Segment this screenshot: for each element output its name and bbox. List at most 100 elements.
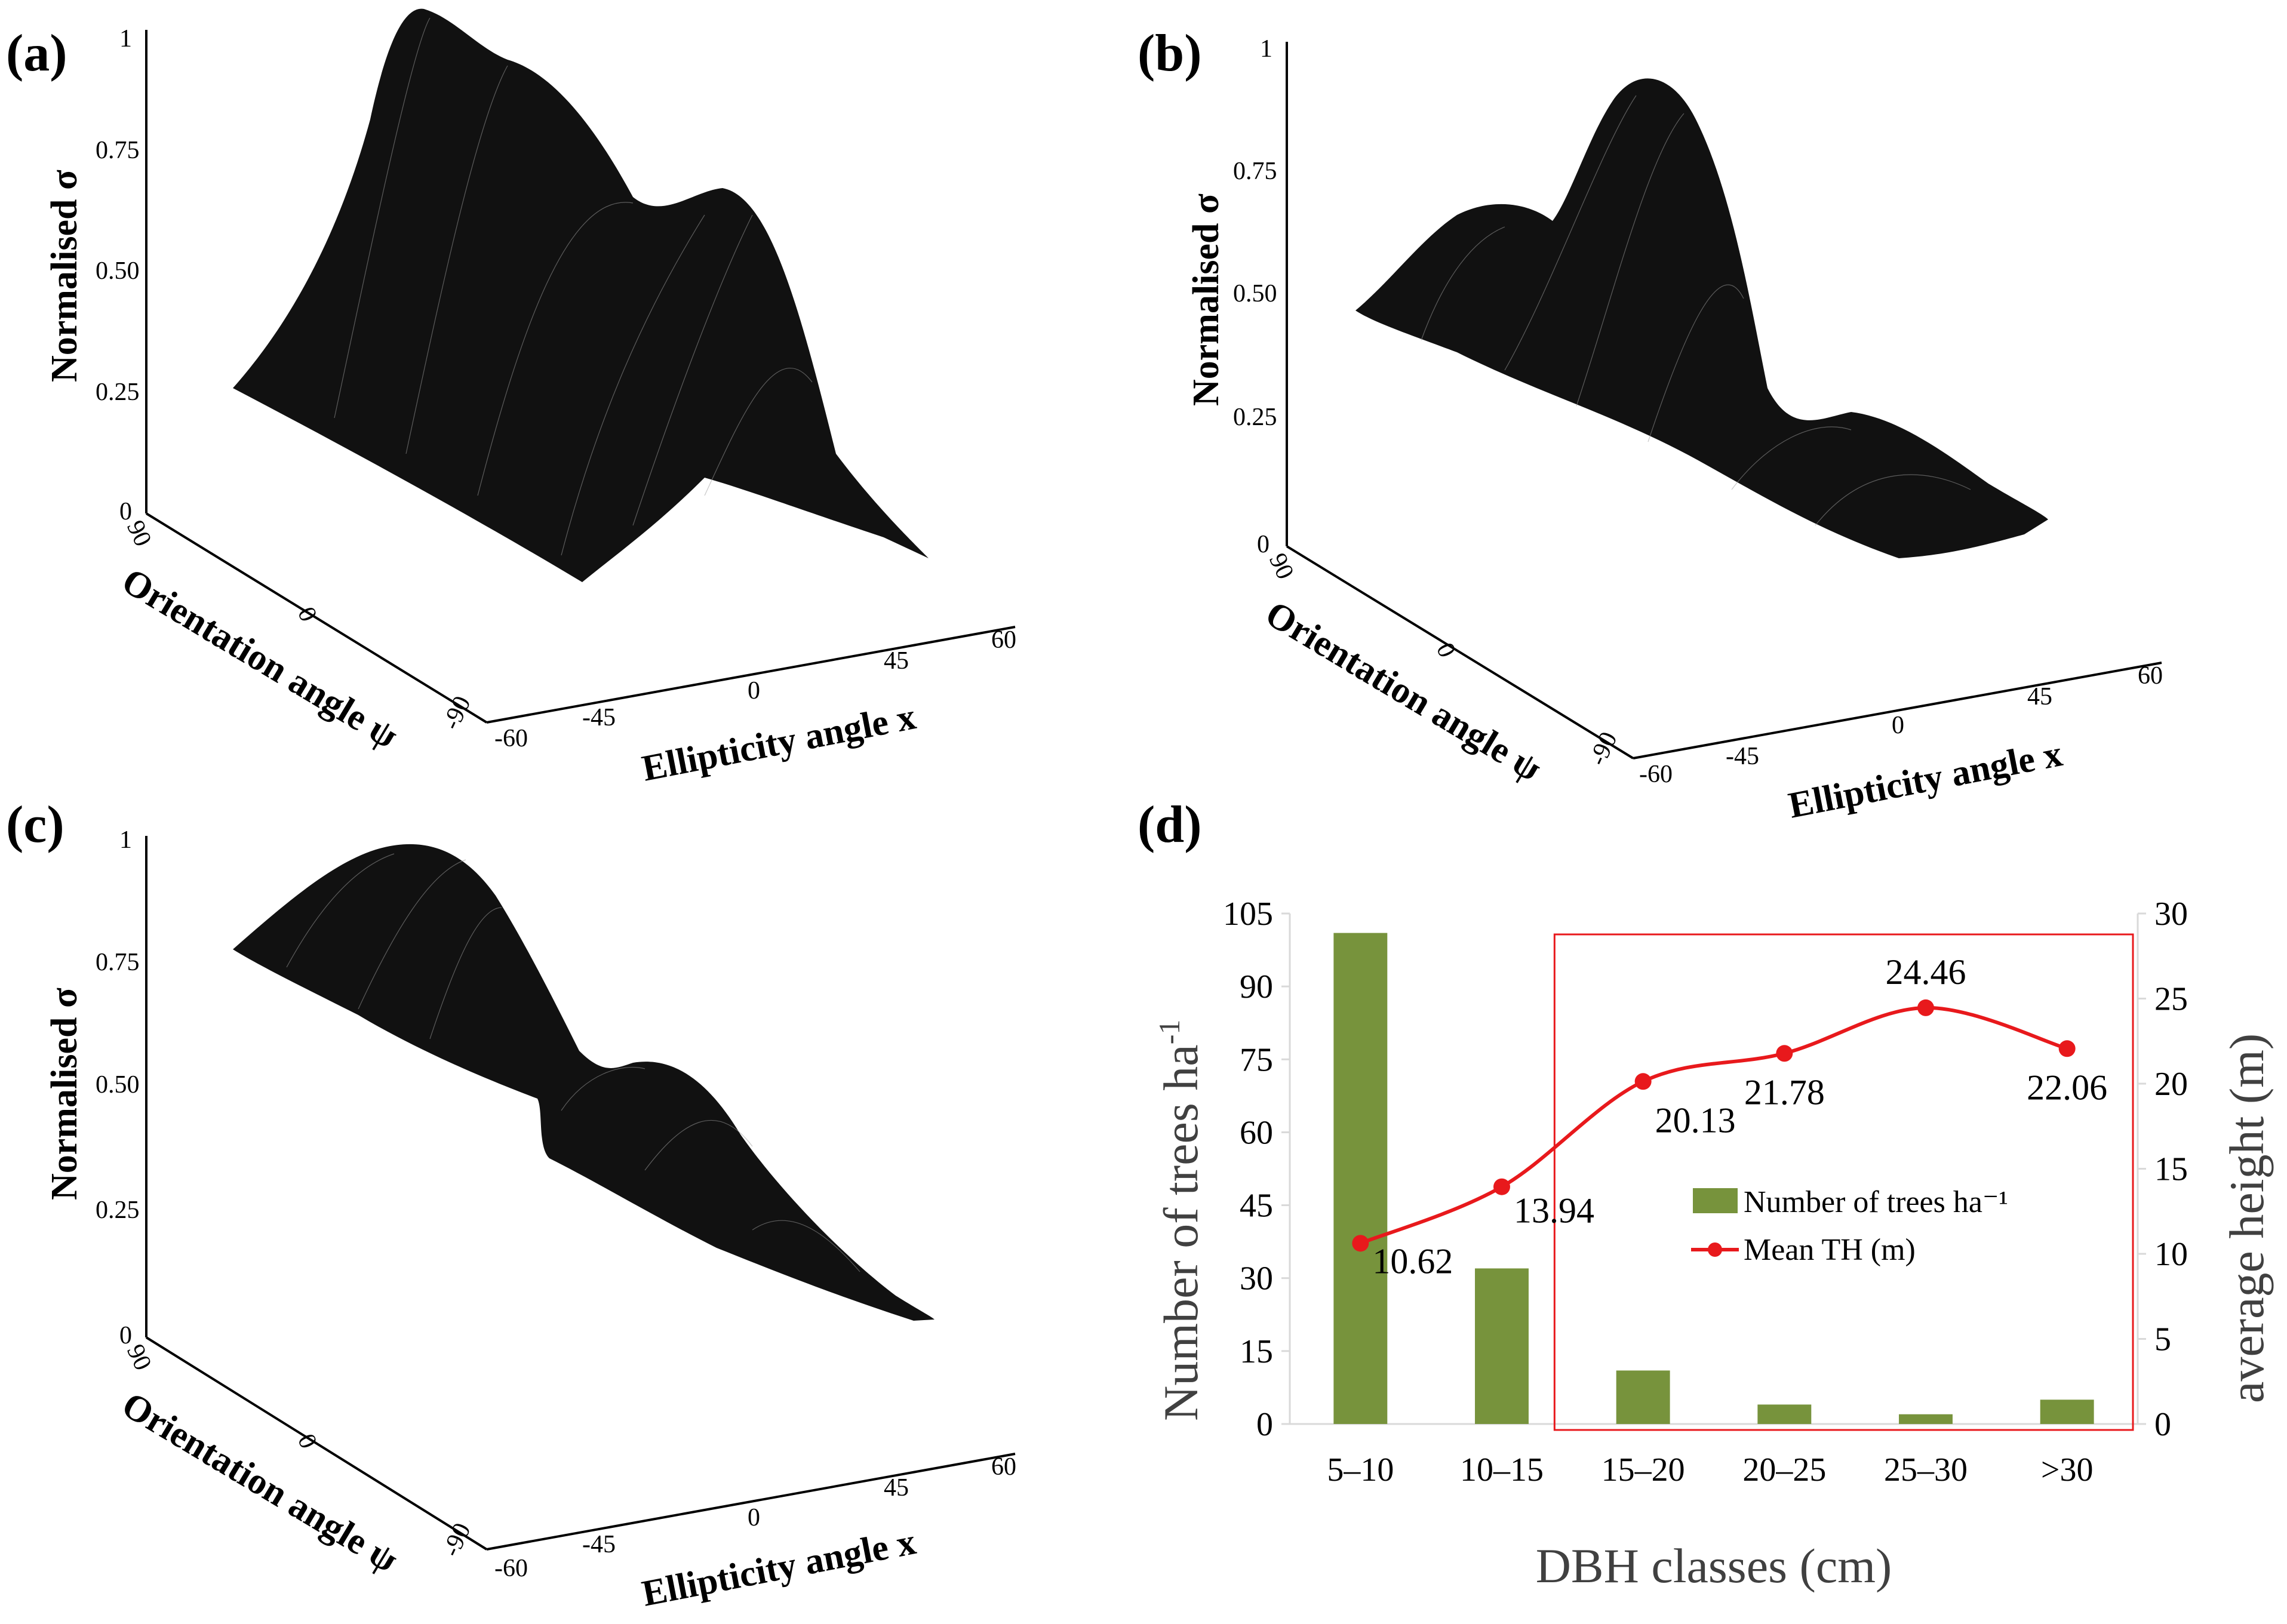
- legend: Number of trees ha⁻¹ Mean TH (m): [1691, 1185, 2008, 1267]
- panel-a-orientation-tick: -90: [437, 692, 476, 734]
- panel-a-z-tick: 0.25: [96, 379, 140, 406]
- panel-b-ellipticity-axis-label: Ellipticity angle x: [1785, 733, 2065, 826]
- mean-th-value-label: 13.94: [1514, 1191, 1594, 1231]
- left-axis-title: Number of trees ha-1: [1152, 1020, 1208, 1421]
- left-tick-label: 30: [1240, 1260, 1273, 1297]
- bar-2: [1616, 1370, 1670, 1424]
- panel-b-ellipticity-tick: 45: [2027, 683, 2052, 710]
- panel-a-label: (a): [6, 24, 67, 82]
- mean-th-value-label: 22.06: [2027, 1068, 2107, 1107]
- panel-c-label: (c): [6, 796, 64, 854]
- legend-bar-label: Number of trees ha⁻¹: [1744, 1185, 2008, 1219]
- panel-b-z-tick: 0.75: [1233, 158, 1277, 185]
- panel-b-z-tick: 0.50: [1233, 280, 1277, 307]
- bar-5: [2040, 1400, 2094, 1424]
- left-axis-ticks: 0 15 30 45 60 75 90 105: [1223, 896, 1290, 1443]
- bar-3: [1757, 1404, 1812, 1424]
- panel-c-z-tick: 0.75: [96, 949, 140, 976]
- left-tick-label: 60: [1240, 1114, 1273, 1151]
- panel-c-ellipticity-tick: -45: [582, 1531, 616, 1558]
- category-label: 20–25: [1742, 1451, 1826, 1488]
- panel-b-orientation-axis: [1286, 545, 1634, 759]
- left-tick-label: 105: [1223, 896, 1273, 933]
- panel-c-ellipticity-tick: 45: [884, 1474, 909, 1502]
- category-label: >30: [2041, 1451, 2094, 1488]
- legend-line-label: Mean TH (m): [1744, 1233, 1916, 1267]
- mean-th-value-label: 20.13: [1655, 1100, 1736, 1140]
- highlight-box: [1553, 933, 2134, 1431]
- category-label: 15–20: [1601, 1451, 1685, 1488]
- left-tick-label: 45: [1240, 1188, 1273, 1225]
- right-tick-label: 30: [2154, 896, 2188, 933]
- category-label: 25–30: [1884, 1451, 1968, 1488]
- left-axis-title-superscript: -1: [1152, 1020, 1186, 1045]
- left-tick-label: 90: [1240, 968, 1273, 1005]
- panel-c-orientation-axis: [145, 1336, 488, 1551]
- right-axis-title: average height (m): [2220, 1034, 2274, 1403]
- right-tick-label: 15: [2154, 1151, 2188, 1188]
- panel-b-ellipticity-tick: 60: [2138, 662, 2163, 690]
- panel-c-z-tick: 0.50: [96, 1071, 140, 1099]
- panel-a-ellipticity-axis-label: Ellipticity angle x: [639, 696, 919, 789]
- right-tick-label: 5: [2154, 1321, 2171, 1358]
- mean-th-value-label: 10.62: [1372, 1241, 1453, 1281]
- panel-b: (b) 1 0.75 0.50 0.25 0 Normalised σ 90 0…: [1138, 24, 2163, 826]
- panel-c-orientation-tick: 0: [292, 1430, 322, 1453]
- panel-a-ellipticity-tick: -60: [494, 725, 528, 752]
- panel-c-ellipticity-tick: -60: [494, 1555, 528, 1582]
- bar-4: [1899, 1414, 1953, 1424]
- panel-c-z-tick: 1: [119, 826, 132, 854]
- mean-th-line: [1360, 1005, 2068, 1245]
- panel-c-orientation-tick: -90: [437, 1519, 476, 1561]
- category-label: 5–10: [1327, 1451, 1394, 1488]
- x-axis-title: DBH classes (cm): [1536, 1539, 1892, 1593]
- panel-a-z-axis-label: Normalised σ: [44, 170, 85, 382]
- left-axis-title-text: Number of trees ha: [1154, 1044, 1208, 1421]
- mean-th-value-label: 24.46: [1886, 952, 1966, 992]
- mean-th-point-0: [1352, 1235, 1369, 1252]
- bar-1: [1475, 1268, 1529, 1424]
- panel-a-orientation-axis: [145, 512, 488, 724]
- right-tick-label: 0: [2154, 1406, 2171, 1443]
- panel-b-ellipticity-axis: [1633, 662, 2162, 759]
- panel-c-ellipticity-tick: 0: [748, 1504, 760, 1531]
- panel-b-z-tick: 0.25: [1233, 404, 1277, 431]
- right-tick-label: 10: [2154, 1236, 2188, 1273]
- panel-b-orientation-tick: 0: [1431, 639, 1461, 662]
- mean-th-value-label: 21.78: [1744, 1072, 1825, 1112]
- panel-a: (a) 1 0.75 0.50 0.25 0 Normalised σ 90 0…: [6, 8, 1016, 789]
- right-tick-label: 20: [2154, 1066, 2188, 1103]
- panel-a-z-tick: 0.75: [96, 137, 140, 164]
- panel-c-surface: [233, 844, 935, 1321]
- panel-c: (c) 1 0.75 0.50 0.25 0 Normalised σ 90 0…: [6, 796, 1016, 1614]
- left-tick-label: 75: [1240, 1041, 1273, 1078]
- left-tick-label: 15: [1240, 1333, 1273, 1370]
- panel-a-z-tick: 0: [119, 498, 132, 525]
- panel-c-z-tick: 0.25: [96, 1197, 140, 1224]
- panel-a-orientation-axis-label: Orientation angle ψ: [115, 561, 405, 757]
- panel-c-ellipticity-axis: [486, 1453, 1016, 1551]
- panel-b-z-tick: 0: [1257, 531, 1269, 558]
- panel-b-surface: [1355, 78, 2048, 558]
- panel-c-ellipticity-tick: 60: [991, 1453, 1016, 1481]
- panel-b-label: (b): [1138, 24, 1202, 82]
- panel-c-z-tick: 0: [119, 1322, 132, 1349]
- mean-th-point-3: [1776, 1045, 1793, 1062]
- panel-a-ellipticity-tick: 0: [748, 677, 760, 705]
- legend-line-marker: [1708, 1242, 1722, 1257]
- bar-series: [1333, 933, 2094, 1424]
- right-tick-label: 25: [2154, 981, 2188, 1018]
- panel-c-z-axis-label: Normalised σ: [44, 988, 85, 1200]
- panel-a-surface: [233, 8, 929, 583]
- panel-a-ellipticity-tick: -45: [582, 704, 616, 731]
- panel-d-label: (d): [1138, 796, 1202, 854]
- panel-b-z-tick: 1: [1260, 35, 1272, 63]
- legend-bar-swatch: [1693, 1188, 1738, 1213]
- panel-a-ellipticity-tick: 60: [991, 626, 1016, 654]
- bar-0: [1333, 933, 1388, 1424]
- panel-b-orientation-tick: -90: [1584, 728, 1622, 770]
- panel-b-ellipticity-tick: 0: [1892, 712, 1904, 739]
